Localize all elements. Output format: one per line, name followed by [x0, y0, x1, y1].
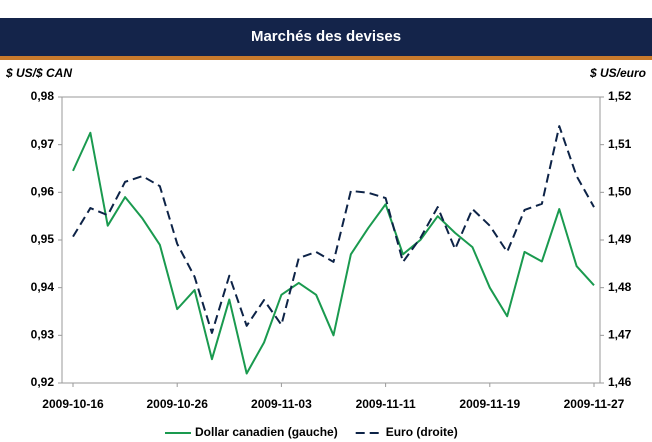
x-tick-label: 2009-10-16 [42, 397, 104, 411]
x-tick-label: 2009-10-26 [147, 397, 209, 411]
y-axis-label: $ US/$ CAN [5, 66, 72, 80]
legend-label: Euro (droite) [386, 425, 458, 439]
y2-tick-label: 1,50 [608, 185, 632, 199]
y2-tick-label: 1,47 [608, 328, 632, 342]
y-tick-label: 0,92 [31, 375, 55, 389]
title-underline [0, 56, 652, 60]
y-tick-label: 0,93 [31, 328, 55, 342]
y2-tick-label: 1,52 [608, 89, 632, 103]
chart-title: Marchés des devises [251, 28, 401, 45]
y2-tick-label: 1,49 [608, 232, 632, 246]
y-tick-label: 0,96 [31, 185, 55, 199]
x-tick-label: 2009-11-19 [459, 397, 520, 411]
plot-frame [61, 96, 601, 384]
x-tick-label: 2009-11-27 [564, 397, 625, 411]
y-tick-label: 0,95 [31, 232, 55, 246]
y2-tick-label: 1,51 [608, 137, 632, 151]
x-tick-label: 2009-11-03 [251, 397, 312, 411]
y-tick-label: 0,97 [31, 137, 55, 151]
y2-tick-label: 1,48 [608, 280, 632, 294]
title-bar [0, 18, 652, 56]
legend-label: Dollar canadien (gauche) [195, 425, 338, 439]
y-tick-label: 0,94 [31, 280, 55, 294]
y2-axis-label: $ US/euro [589, 66, 646, 80]
x-tick-label: 2009-11-11 [356, 397, 416, 411]
series-line [72, 131, 595, 375]
y-tick-label: 0,98 [31, 89, 55, 103]
y2-tick-label: 1,46 [608, 375, 632, 389]
series-line [72, 125, 595, 334]
